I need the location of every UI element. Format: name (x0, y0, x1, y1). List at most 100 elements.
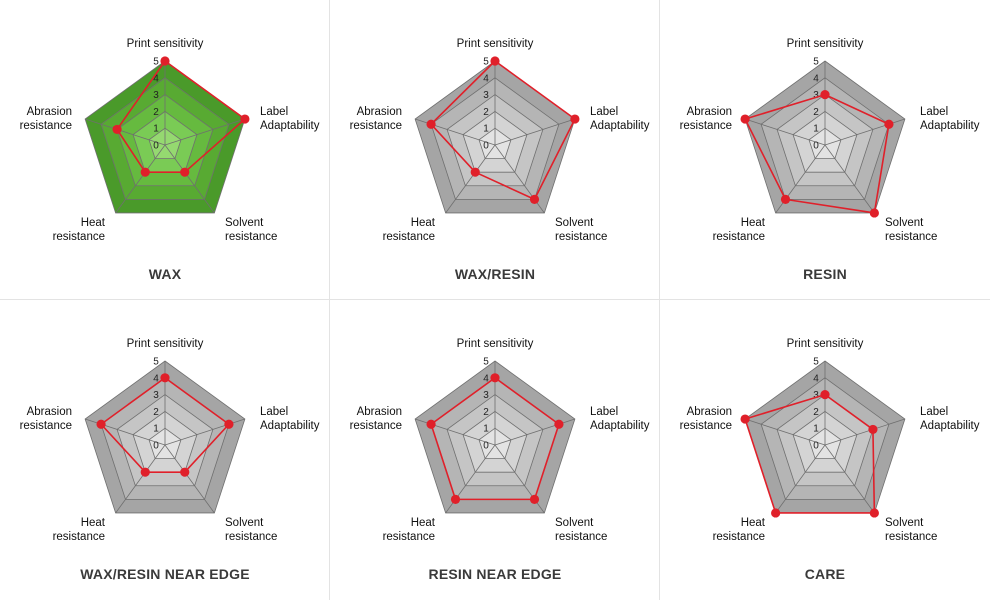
data-point (529, 494, 540, 504)
radar-spoke (494, 118, 576, 146)
data-point (426, 419, 436, 429)
tick-label: 2 (153, 107, 159, 118)
axis-label: Abrasion resistance (680, 106, 732, 132)
tick-label: 2 (483, 107, 489, 118)
series-line (744, 393, 876, 514)
data-point (570, 114, 580, 124)
data-point (884, 119, 894, 129)
radar-spoke (824, 418, 906, 446)
axis-label: Solvent resistance (555, 517, 607, 543)
chart-title: WAX (148, 266, 182, 282)
axis-label: Heat resistance (713, 217, 766, 243)
axis-label: Heat resistance (713, 517, 766, 543)
data-point (529, 194, 540, 204)
tick-label: 0 (153, 441, 159, 452)
tick-label: 0 (483, 441, 489, 452)
data-point (554, 419, 564, 429)
radar-chart-wax: 0 1 2 3 4 5 Print sensitivity Label Adaptability… (20, 38, 320, 243)
data-point (224, 419, 234, 429)
radar-spoke (115, 444, 166, 514)
chart-title: WAX/RESIN (454, 266, 536, 282)
tick-label: 1 (483, 424, 489, 435)
radar-spoke (744, 418, 826, 446)
radar-panel-wax-resin-near-edge: 0 1 2 3 4 5 Print sensitivity Label Adaptability… (0, 300, 330, 600)
tick-label: 4 (153, 73, 159, 84)
tick-label: 2 (153, 407, 159, 418)
tick-label: 3 (813, 390, 819, 401)
tick-label: 2 (813, 107, 819, 118)
tick-label: 2 (813, 407, 819, 418)
data-point (96, 419, 106, 429)
tick-label: 1 (153, 124, 159, 135)
data-point (820, 90, 830, 100)
tick-label: 4 (483, 373, 489, 384)
axis-label: Solvent resistance (225, 217, 277, 243)
chart-title: CARE (804, 566, 846, 582)
data-point (180, 467, 190, 477)
data-point (820, 390, 830, 400)
axis-label: Heat resistance (383, 517, 436, 543)
axis-label: Print sensitivity (127, 38, 204, 50)
data-point (180, 167, 190, 177)
radar-spoke (115, 144, 166, 214)
radar-chart-care: 0 1 2 3 4 5 Print sensitivity Label Adaptability… (680, 338, 980, 543)
axis-label: Solvent resistance (225, 517, 277, 543)
tick-label: 5 (813, 357, 819, 368)
data-point (426, 119, 436, 129)
axis-label: Solvent resistance (885, 217, 937, 243)
data-point (112, 124, 122, 135)
radar-chart-resin: 0 1 2 3 4 5 Print sensitivity Label Adaptability… (680, 38, 980, 243)
tick-label: 3 (153, 390, 159, 401)
radar-spoke (744, 118, 826, 146)
axis-label: Abrasion resistance (350, 406, 402, 432)
tick-label: 3 (813, 90, 819, 101)
axis-label: Solvent resistance (885, 517, 937, 543)
radar-chart-resin-near-edge: 0 1 2 3 4 5 Print sensitivity Label Adaptability… (350, 338, 650, 543)
radar-panel-care: 0 1 2 3 4 5 Print sensitivity Label Adaptability… (660, 300, 990, 600)
tick-label: 1 (153, 424, 159, 435)
data-point (490, 56, 500, 66)
tick-label: 3 (483, 90, 489, 101)
tick-label: 3 (153, 90, 159, 101)
radar-spoke (824, 444, 875, 514)
axis-label: Abrasion resistance (20, 406, 72, 432)
tick-label: 0 (153, 141, 159, 152)
radar-spoke (824, 144, 875, 214)
chart-title: RESIN (803, 266, 847, 282)
axis-label: Heat resistance (383, 217, 436, 243)
tick-label: 4 (483, 73, 489, 84)
tick-label: 1 (483, 124, 489, 135)
axis-label: Print sensitivity (127, 338, 204, 350)
chart-title: WAX/RESIN NEAR EDGE (80, 566, 250, 582)
axis-label: Abrasion resistance (20, 106, 72, 132)
radar-chart-wax-resin-near-edge: 0 1 2 3 4 5 Print sensitivity Label Adaptability… (20, 338, 320, 543)
tick-label: 0 (813, 441, 819, 452)
radar-spoke (775, 444, 826, 514)
tick-label: 5 (153, 57, 159, 68)
radar-chart-wax-resin: 0 1 2 3 4 5 Print sensitivity Label Adaptability… (350, 38, 650, 243)
axis-label: Print sensitivity (787, 38, 864, 50)
tick-label: 4 (813, 373, 819, 384)
tick-label: 3 (483, 390, 489, 401)
tick-label: 0 (813, 141, 819, 152)
axis-label: Label Adaptability (590, 106, 650, 132)
tick-label: 0 (483, 141, 489, 152)
axis-label: Solvent resistance (555, 217, 607, 243)
axis-label: Label Adaptability (590, 406, 650, 432)
radar-panel-wax: 0 1 2 3 4 5 Print sensitivity Label Adaptability… (0, 0, 330, 300)
tick-label: 4 (153, 373, 159, 384)
tick-label: 5 (483, 57, 489, 68)
tick-label: 1 (813, 124, 819, 135)
radar-panel-resin: 0 1 2 3 4 5 Print sensitivity Label Adaptability… (660, 0, 990, 300)
axis-label: Print sensitivity (457, 338, 534, 350)
series-line (430, 377, 560, 501)
tick-label: 4 (813, 73, 819, 84)
tick-label: 2 (483, 407, 489, 418)
data-point (470, 167, 480, 177)
axis-label: Print sensitivity (787, 338, 864, 350)
tick-label: 5 (813, 57, 819, 68)
axis-label: Label Adaptability (260, 106, 320, 132)
chart-title: RESIN NEAR EDGE (428, 566, 562, 582)
axis-label: Label Adaptability (920, 106, 980, 132)
